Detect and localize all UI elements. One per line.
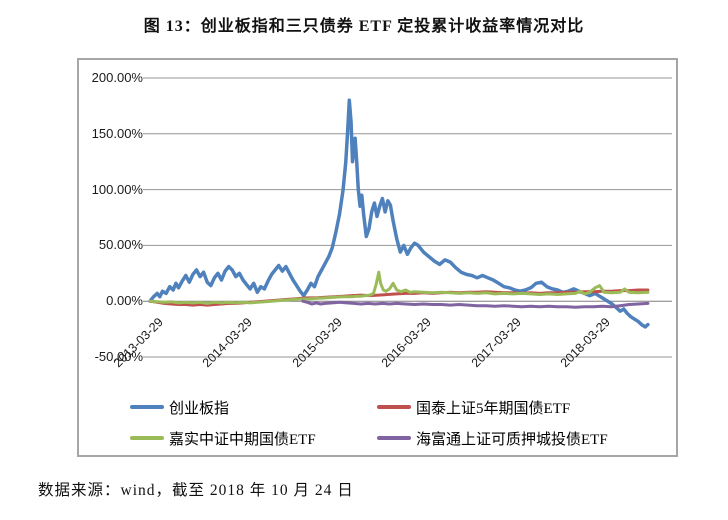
legend-swatch-green	[130, 436, 164, 440]
legend-swatch-blue	[130, 405, 164, 409]
y-tick-label: 50.00%	[98, 237, 143, 252]
legend-swatch-red	[377, 405, 411, 409]
source-note: 数据来源：wind，截至 2018 年 10 月 24 日	[38, 482, 354, 499]
legend-label: 海富通上证可质押城投债ETF	[416, 432, 608, 448]
y-tick-label: 200.00%	[91, 70, 143, 85]
legend-label: 嘉实中证中期国债ETF	[169, 432, 316, 448]
figure-title: 图 13：创业板指和三只债券 ETF 定投累计收益率情况对比	[143, 18, 585, 35]
y-tick-label: 0.00%	[106, 293, 143, 308]
legend-label: 国泰上证5年期国债ETF	[416, 401, 571, 417]
plot-svg	[143, 77, 672, 358]
y-tick-label: -50.00%	[94, 349, 143, 364]
legend-label: 创业板指	[169, 401, 230, 417]
y-tick-label: 150.00%	[91, 126, 143, 141]
legend-swatch-purple	[377, 436, 411, 440]
chart-area: 200.00% 150.00% 100.00% 50.00% 0.00% -50…	[77, 58, 678, 457]
y-tick-label: 100.00%	[91, 182, 143, 197]
